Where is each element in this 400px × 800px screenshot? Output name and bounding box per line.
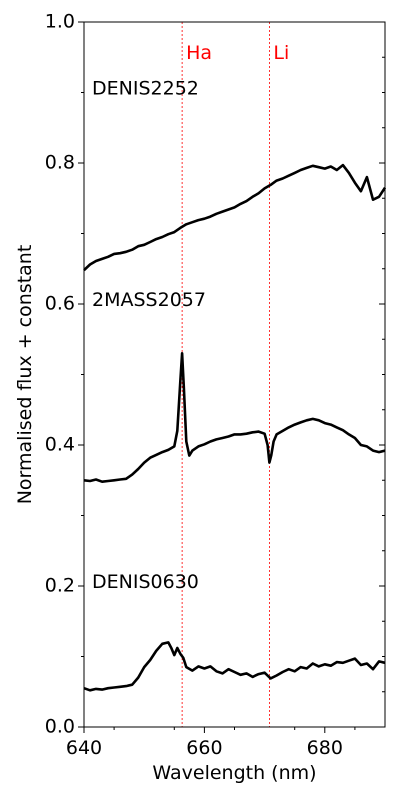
series-label-denis2252: DENIS2252 (92, 77, 199, 99)
chart-labels: Ha Li DENIS2252 2MASS2057 DENIS0630 (92, 42, 289, 593)
series-label-2mass2057: 2MASS2057 (92, 289, 206, 311)
y-tick-label: 0.2 (45, 575, 75, 597)
x-tick-label: 680 (307, 737, 343, 759)
y-tick-label: 0.4 (45, 434, 75, 456)
y-tick-label: 0.6 (45, 293, 75, 315)
y-tick-label: 0.8 (45, 152, 75, 174)
series-lines (83, 163, 387, 692)
series-label-denis0630: DENIS0630 (92, 571, 199, 593)
x-tick-label: 640 (66, 737, 102, 759)
series-line-denis2252 (83, 163, 387, 272)
reference-lines (181, 22, 270, 727)
x-axis-title: Wavelength (nm) (152, 762, 316, 784)
series-line-denis0630 (83, 641, 386, 692)
y-tick-label: 0.0 (45, 716, 75, 738)
y-axis-title: Normalised flux + constant (14, 245, 36, 505)
plot-frame (83, 21, 386, 728)
series-line-2mass2057 (83, 352, 386, 483)
ref-label-ha: Ha (186, 42, 212, 64)
y-tick-label: 1.0 (45, 11, 75, 33)
x-axis-ticks: 640 660 680 (66, 56, 385, 759)
x-tick-label: 660 (186, 737, 222, 759)
ref-label-li: Li (273, 42, 289, 64)
y-axis-ticks: 0.0 0.2 0.4 0.6 0.8 1.0 (45, 11, 84, 738)
